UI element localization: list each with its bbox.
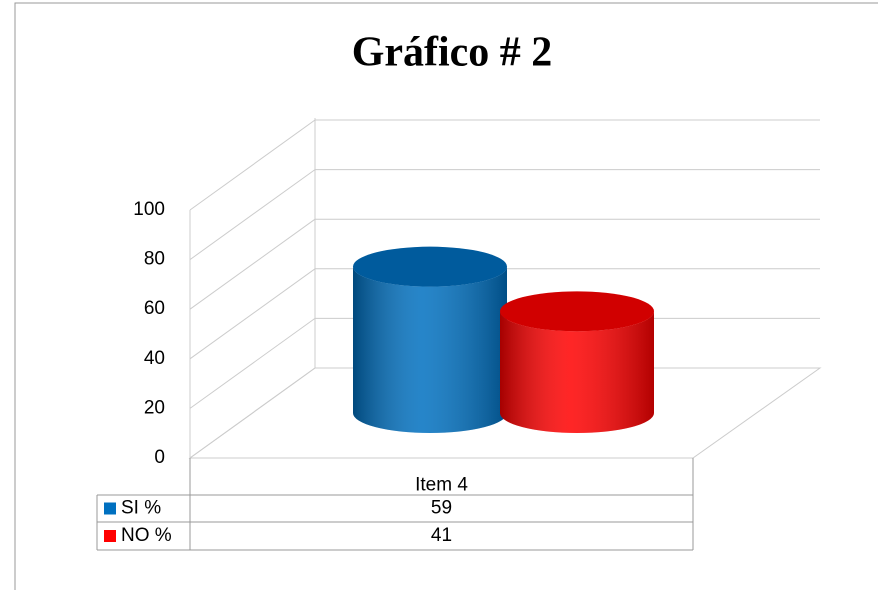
- y-tick-label: 0: [154, 447, 165, 468]
- legend-label: SI %: [121, 498, 161, 519]
- data-label: 59: [431, 498, 452, 519]
- bar-shade: [353, 266, 507, 433]
- bar-shade: [500, 311, 654, 433]
- legend-swatch: [104, 502, 116, 515]
- chart-title: Gráfico # 2: [352, 30, 553, 76]
- chart-frame: [14, 2, 878, 590]
- data-label: 41: [431, 525, 452, 546]
- y-tick-label: 80: [144, 249, 165, 270]
- bar-top: [500, 291, 654, 332]
- y-tick-label: 40: [144, 348, 165, 369]
- bar-top-shade: [500, 291, 654, 332]
- y-tick-label: 100: [133, 199, 165, 220]
- y-tick-label: 20: [144, 397, 165, 418]
- bar-top: [353, 246, 507, 287]
- grid-line: [189, 169, 316, 261]
- grid-line: [189, 268, 316, 360]
- bar-top-shade: [353, 246, 507, 287]
- grid-line: [189, 119, 316, 211]
- y-tick-label: 60: [144, 298, 165, 319]
- grid-line: [189, 367, 316, 459]
- grid-line: [189, 317, 316, 409]
- legend-label: NO %: [121, 525, 172, 546]
- legend-swatch: [104, 530, 116, 542]
- grid-line: [189, 218, 316, 310]
- x-tick-label: Item 4: [415, 475, 468, 496]
